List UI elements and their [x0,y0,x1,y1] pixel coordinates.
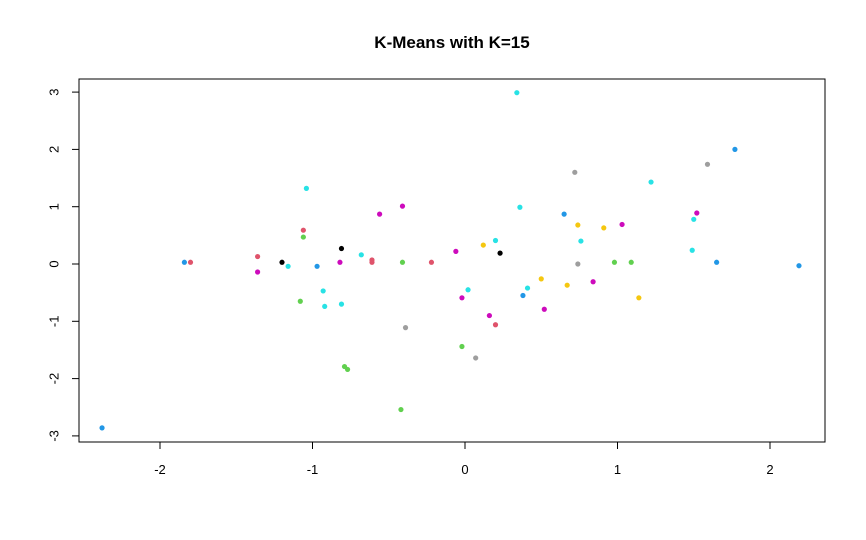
data-point [187,259,194,265]
data-point [611,259,618,265]
data-point [541,306,547,312]
data-point [322,303,328,310]
data-point [492,322,499,328]
data-point [337,259,343,265]
data-point [564,282,570,288]
data-point [796,263,802,269]
data-point [572,169,578,175]
data-point [300,234,306,240]
data-point [320,288,326,294]
data-point [619,221,625,228]
data-point [636,295,642,301]
data-point [99,425,105,431]
data-point [648,179,654,185]
data-point [575,222,581,228]
x-axis: -2 -1 0 1 2 [154,441,774,477]
data-point [399,203,406,209]
data-point [520,292,526,299]
data-point [480,242,486,248]
y-tick-label: 3 [47,88,62,95]
data-point [314,263,320,269]
data-point [285,263,291,269]
data-point [300,227,306,233]
data-point [181,259,187,265]
data-point [358,252,364,258]
data-point [628,259,634,265]
data-point [694,210,700,216]
x-tick-label: 1 [614,462,621,477]
data-point [590,279,596,285]
x-tick-label: -2 [154,462,166,477]
data-point [369,259,375,265]
data-point [428,259,435,265]
data-points [99,90,802,431]
data-point [524,285,531,291]
x-tick-label: 0 [461,462,468,477]
data-point [561,211,567,217]
data-point [465,287,471,293]
data-point [338,301,345,307]
data-point [338,245,345,252]
data-point [714,259,720,265]
y-tick-label: -2 [47,373,62,385]
data-point [578,238,584,244]
y-tick-label: 2 [47,146,62,153]
data-point [704,161,711,167]
chart-title: K-Means with K=15 [374,33,529,52]
data-point [377,211,383,217]
y-tick-label: 1 [47,203,62,210]
x-tick-label: 2 [766,462,773,477]
data-point [402,325,409,331]
y-tick-label: -1 [47,316,62,328]
data-point [691,216,697,222]
data-point [497,250,503,256]
data-point [514,90,520,96]
data-point [398,406,404,413]
data-point [517,204,523,210]
data-point [689,247,695,253]
y-tick-label: -3 [47,430,62,442]
data-point [459,295,465,301]
data-point [303,185,309,191]
data-point [453,248,459,254]
data-point [459,343,465,350]
data-point [297,298,303,304]
data-point [538,276,544,282]
data-point [486,312,492,319]
data-point [732,146,738,152]
data-point [575,261,581,267]
data-point [255,253,261,260]
data-point [279,259,285,265]
data-point [399,259,406,265]
y-axis: -3 -2 -1 0 1 2 3 [47,88,80,442]
y-tick-label: 0 [47,260,62,267]
data-point [601,225,607,231]
data-point [492,237,499,244]
data-point [473,355,479,361]
data-point [255,269,261,275]
data-point [344,366,351,373]
x-tick-label: -1 [307,462,319,477]
